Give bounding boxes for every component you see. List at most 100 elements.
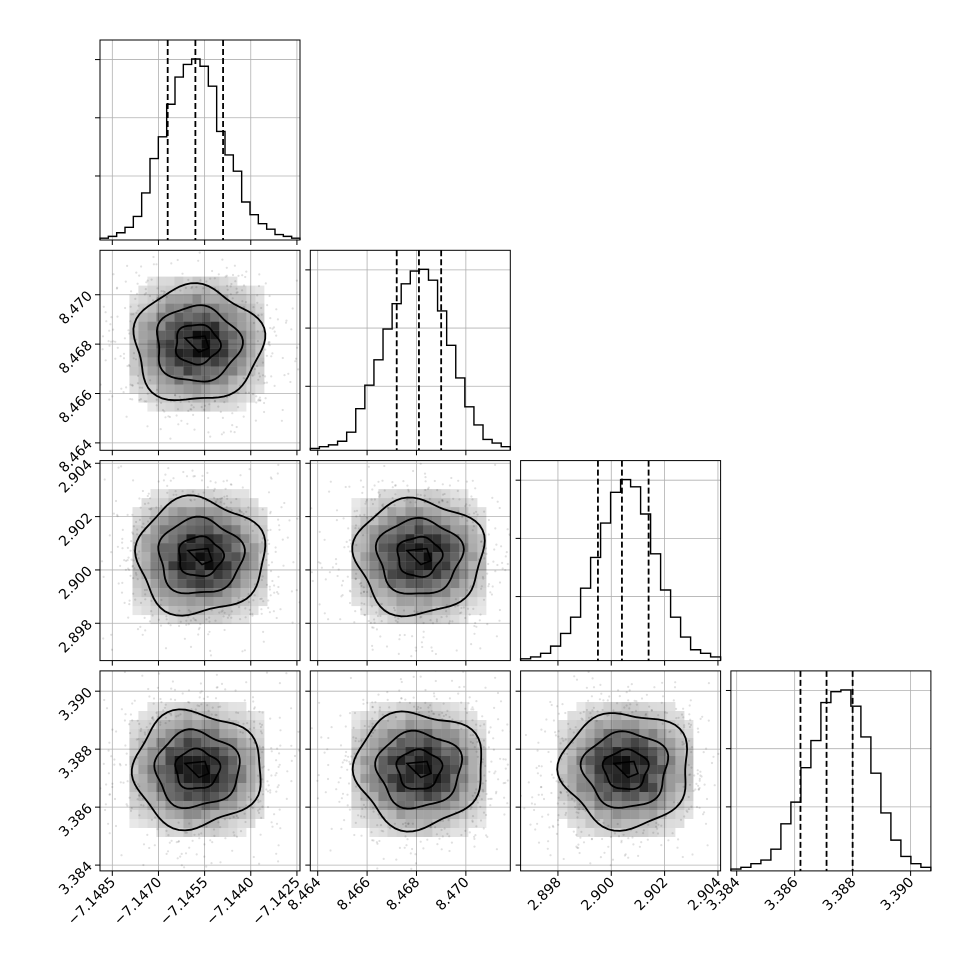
density-cell	[459, 507, 469, 517]
scatter-point	[257, 314, 260, 317]
scatter-point	[344, 485, 347, 489]
density-cell	[258, 543, 268, 553]
density-cell	[168, 498, 178, 508]
scatter-point	[438, 837, 441, 840]
scatter-point	[480, 540, 483, 543]
scatter-point	[267, 564, 270, 567]
scatter-point	[468, 696, 471, 699]
contour-line	[405, 547, 432, 566]
scatter-point	[124, 763, 128, 766]
scatter-point	[149, 722, 152, 725]
density-cell	[360, 801, 370, 810]
scatter-point	[148, 294, 152, 298]
density-cell	[639, 738, 649, 747]
scatter-point	[496, 691, 500, 695]
density-cell	[237, 774, 247, 783]
density-cell	[174, 348, 184, 358]
density-cell	[237, 828, 247, 837]
density-cell	[228, 828, 238, 837]
density-cell	[657, 810, 667, 819]
density-cell	[396, 765, 406, 774]
density-cell	[684, 738, 694, 747]
scatter-point	[117, 466, 120, 469]
scatter-point	[112, 512, 115, 515]
scatter-point	[691, 745, 694, 749]
density-cell	[405, 615, 415, 625]
density-cell	[459, 702, 469, 711]
scatter-point	[393, 609, 396, 612]
density-cell	[360, 819, 370, 828]
scatter-point	[579, 836, 582, 839]
density-cell	[450, 534, 460, 544]
scatter-point	[625, 691, 628, 694]
scatter-point	[480, 798, 483, 801]
density-cell	[675, 720, 685, 729]
scatter-point	[215, 714, 218, 717]
scatter-point	[700, 775, 703, 778]
density-cell	[156, 765, 166, 774]
scatter-point	[307, 521, 309, 523]
scatter-point	[473, 632, 476, 635]
density-cell	[378, 828, 388, 837]
scatter-point	[308, 791, 310, 793]
density-cell	[174, 312, 184, 322]
scatter-point	[365, 500, 368, 503]
density-cell	[378, 783, 388, 792]
scatter-point	[661, 681, 664, 684]
scatter-point	[618, 695, 621, 698]
scatter-point	[215, 686, 218, 689]
scatter-point	[160, 504, 163, 508]
scatter-point	[648, 705, 651, 708]
scatter-point	[171, 680, 174, 683]
scatter-point	[191, 658, 193, 660]
density-cell	[612, 702, 622, 711]
scatter-point	[347, 527, 350, 530]
scatter-point	[696, 772, 699, 775]
density-cell	[360, 729, 370, 738]
scatter-point	[185, 619, 188, 622]
scatter-point	[164, 722, 167, 725]
density-cell	[378, 702, 388, 711]
scatter-point	[399, 678, 402, 681]
density-cell	[405, 828, 415, 837]
density-cell	[129, 303, 139, 313]
density-cell	[450, 552, 460, 562]
scatter-point	[266, 780, 269, 783]
scatter-point	[190, 408, 193, 411]
scatter-point	[441, 717, 444, 721]
scatter-point	[230, 501, 233, 504]
scatter-point	[522, 834, 524, 836]
density-cell	[255, 312, 265, 322]
density-cell	[639, 720, 649, 729]
scatter-point	[506, 802, 509, 805]
density-cell	[621, 801, 631, 810]
density-cell	[240, 507, 250, 517]
scatter-point	[377, 515, 380, 518]
scatter-point	[675, 707, 678, 711]
scatter-point	[518, 477, 520, 479]
contour-line	[157, 515, 246, 595]
density-cell	[405, 765, 415, 774]
scatter-point	[290, 328, 293, 331]
density-cell	[174, 711, 184, 720]
scatter-point	[327, 618, 330, 621]
density-cell	[351, 507, 361, 517]
scatter-point	[494, 676, 497, 679]
scatter-point	[647, 823, 650, 826]
scatter-point	[165, 829, 168, 833]
scatter-point	[470, 643, 473, 646]
scatter-point	[335, 583, 337, 585]
scatter-point	[386, 691, 389, 694]
scatter-point	[271, 579, 274, 583]
scatter-point	[166, 484, 169, 487]
scatter-point	[440, 848, 443, 851]
scatter-point	[241, 486, 244, 489]
scatter-point	[242, 722, 245, 725]
scatter-point	[105, 783, 108, 786]
scatter-point	[576, 846, 579, 849]
density-cell	[387, 783, 397, 792]
density-cell	[174, 303, 184, 313]
density-cell	[177, 507, 187, 517]
density-cell	[351, 525, 361, 535]
scatter-point	[435, 833, 438, 836]
